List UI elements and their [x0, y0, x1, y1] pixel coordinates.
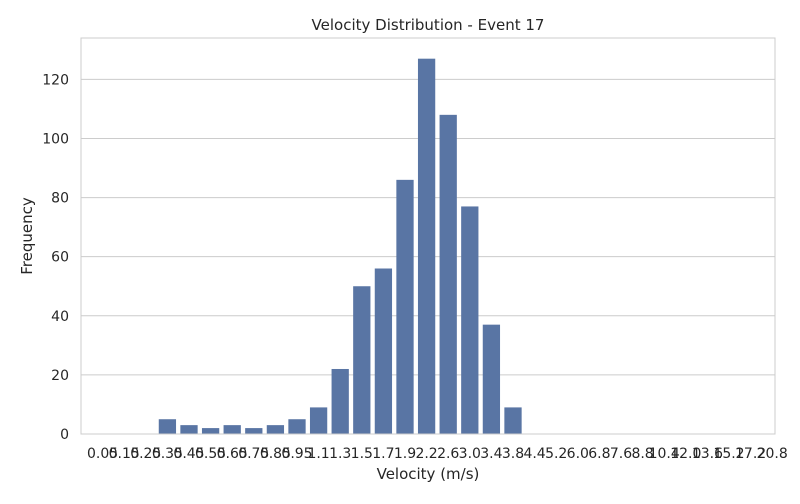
bar	[353, 286, 371, 434]
y-tick-label: 100	[42, 131, 69, 147]
x-tick-label: 5.2	[545, 446, 567, 462]
bar	[396, 179, 414, 434]
bar	[504, 407, 522, 434]
chart-title: Velocity Distribution - Event 17	[312, 16, 545, 34]
y-tick-label: 80	[51, 191, 69, 207]
y-tick-labels: 0 20 40 60 80 100 120	[42, 72, 69, 443]
x-tick-label: 20.8	[757, 446, 788, 462]
x-tick-label: 0.25	[130, 446, 161, 462]
x-tick-label: 2.2	[415, 446, 437, 462]
bar	[288, 419, 306, 434]
bar	[417, 58, 436, 435]
bar	[245, 428, 263, 434]
x-tick-label: 0.55	[195, 446, 226, 462]
x-tick-label: 0.65	[217, 446, 248, 462]
bar	[201, 428, 220, 434]
y-tick-label: 0	[60, 427, 69, 443]
bar	[266, 425, 285, 434]
x-tick-label: 13.6	[692, 446, 723, 462]
x-tick-label: 0.15	[109, 446, 140, 462]
bar	[482, 324, 501, 434]
x-tick-label: 1.9	[394, 446, 416, 462]
bar	[331, 368, 349, 434]
x-tick-label: 4.4	[523, 446, 545, 462]
x-tick-label: 6.8	[588, 446, 610, 462]
y-tick-label: 20	[51, 368, 69, 384]
bars	[158, 58, 522, 435]
y-axis-label: Frequency	[18, 197, 36, 275]
x-tick-label: 12.0	[670, 446, 701, 462]
x-tick-label: 0.45	[173, 446, 204, 462]
x-tick-label: 17.2	[735, 446, 766, 462]
x-tick-label: 1.5	[351, 446, 373, 462]
x-axis-label: Velocity (m/s)	[377, 465, 480, 483]
x-tick-labels: 0.050.150.250.350.450.550.650.750.850.95…	[87, 446, 788, 462]
x-tick-label: 1.1	[307, 446, 329, 462]
x-tick-label: 3.0	[459, 446, 481, 462]
bar	[374, 268, 393, 434]
bar	[223, 425, 241, 434]
x-tick-label: 15.2	[713, 446, 744, 462]
x-tick-label: 1.7	[372, 446, 394, 462]
x-tick-label: 8.8	[631, 446, 653, 462]
y-tick-label: 120	[42, 72, 69, 88]
x-tick-label: 0.95	[281, 446, 312, 462]
y-tick-label: 60	[51, 250, 69, 266]
x-tick-label: 10.4	[649, 446, 680, 462]
bar	[309, 407, 328, 434]
x-tick-label: 1.3	[329, 446, 351, 462]
x-tick-label: 0.05	[87, 446, 118, 462]
x-tick-label: 0.75	[238, 446, 269, 462]
y-tick-label: 40	[51, 309, 69, 325]
bar	[439, 114, 457, 435]
x-tick-label: 0.85	[260, 446, 291, 462]
x-tick-label: 0.35	[152, 446, 183, 462]
x-tick-label: 3.4	[480, 446, 502, 462]
bar	[461, 206, 479, 434]
x-tick-label: 7.6	[610, 446, 632, 462]
x-tick-label: 2.6	[437, 446, 459, 462]
x-tick-label: 3.8	[502, 446, 524, 462]
bar	[158, 419, 177, 434]
bar	[180, 425, 198, 434]
x-tick-label: 6.0	[567, 446, 589, 462]
plot-frame	[80, 37, 776, 435]
